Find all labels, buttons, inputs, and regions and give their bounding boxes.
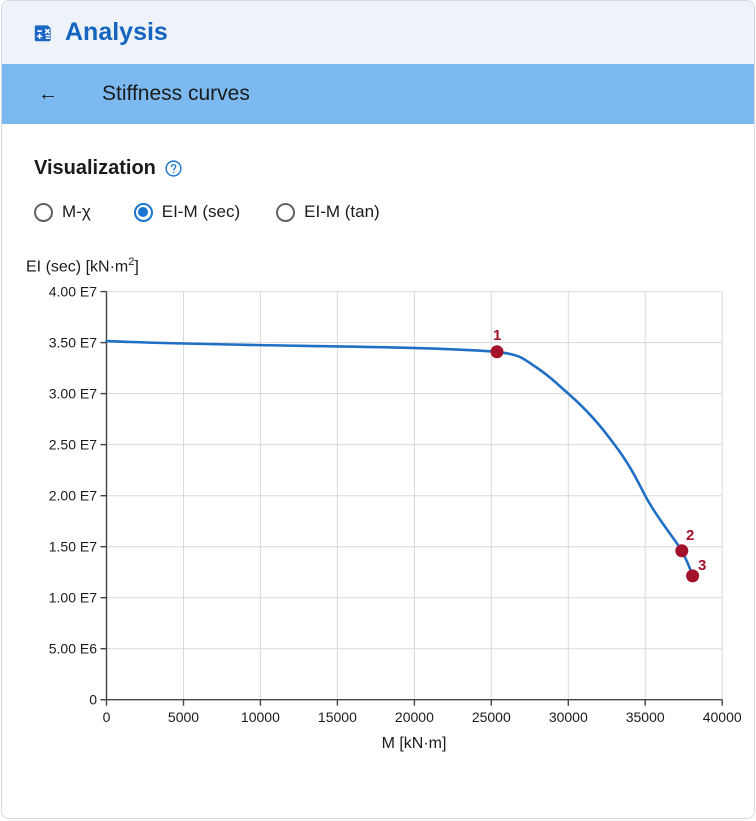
svg-text:3.00 E7: 3.00 E7	[49, 386, 97, 402]
svg-text:1.00 E7: 1.00 E7	[49, 590, 97, 606]
svg-text:15000: 15000	[318, 709, 357, 725]
svg-text:3.50 E7: 3.50 E7	[49, 335, 97, 351]
svg-text:20000: 20000	[395, 709, 434, 725]
svg-text:2.00 E7: 2.00 E7	[49, 488, 97, 504]
svg-text:0: 0	[103, 709, 111, 725]
svg-text:M [kN·m]: M [kN·m]	[382, 735, 447, 752]
svg-text:40000: 40000	[703, 709, 742, 725]
svg-text:4.00 E7: 4.00 E7	[49, 284, 97, 300]
svg-text:1: 1	[493, 327, 501, 344]
svg-text:25000: 25000	[472, 709, 511, 725]
svg-text:2: 2	[686, 527, 694, 544]
svg-text:10000: 10000	[241, 709, 280, 725]
svg-text:0: 0	[89, 692, 97, 708]
svg-text:5.00 E6: 5.00 E6	[49, 641, 97, 657]
svg-text:35000: 35000	[626, 709, 665, 725]
svg-text:2.50 E7: 2.50 E7	[49, 437, 97, 453]
svg-text:5000: 5000	[168, 709, 199, 725]
svg-text:30000: 30000	[549, 709, 588, 725]
svg-text:3: 3	[698, 557, 706, 574]
svg-text:1.50 E7: 1.50 E7	[49, 539, 97, 555]
